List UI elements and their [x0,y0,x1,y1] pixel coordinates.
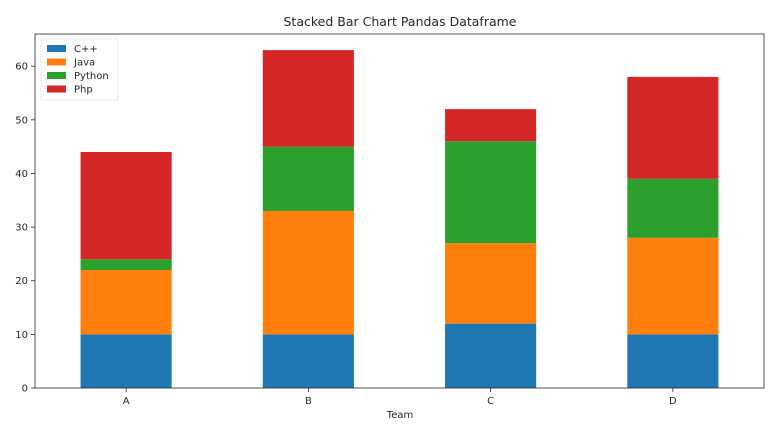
bar-b-java [262,211,354,335]
bar-c-python [445,141,537,244]
bar-c-java [445,243,537,324]
y-tick-label: 10 [15,330,28,341]
bar-a-php [80,152,172,260]
bar-a-cpp [80,334,172,388]
y-tick-label: 30 [15,223,28,234]
y-axis: 0 10 20 30 40 50 60 [15,62,35,395]
legend-swatch-python [47,72,66,79]
bar-a-python [80,259,172,270]
legend-swatch-cpp [47,45,66,52]
legend-label: Java [73,58,95,69]
bars-group [80,50,719,388]
legend-label: C++ [74,44,98,55]
chart-title: Stacked Bar Chart Pandas Dataframe [284,14,517,29]
x-tick-label-a: A [123,396,130,407]
bar-c-cpp [445,323,537,388]
y-tick-label: 40 [15,169,28,180]
bar-b-python [262,146,354,211]
bar-d-cpp [627,334,719,388]
bar-d-java [627,237,719,335]
legend-swatch-java [47,58,66,66]
x-tick-label-b: B [305,396,312,407]
legend-swatch-php [47,85,66,93]
y-tick-label: 60 [15,62,28,73]
legend: C++ Java Python Php [40,38,119,101]
x-axis: A B C D [123,388,677,407]
y-tick-label: 20 [15,276,28,287]
bar-a-java [80,270,172,335]
x-tick-label-c: C [487,396,494,407]
plot-frame [34,33,765,389]
bar-d-php [627,76,719,179]
bar-c-php [445,109,537,142]
bar-d-python [627,178,719,238]
x-tick-label-d: D [669,396,677,407]
bar-b-cpp [262,334,354,388]
y-tick-label: 50 [15,115,28,126]
x-axis-label: Team [386,410,413,421]
legend-label: Php [74,85,93,96]
y-tick-label: 0 [22,384,28,395]
bar-b-php [262,50,354,147]
legend-label: Python [74,71,109,82]
